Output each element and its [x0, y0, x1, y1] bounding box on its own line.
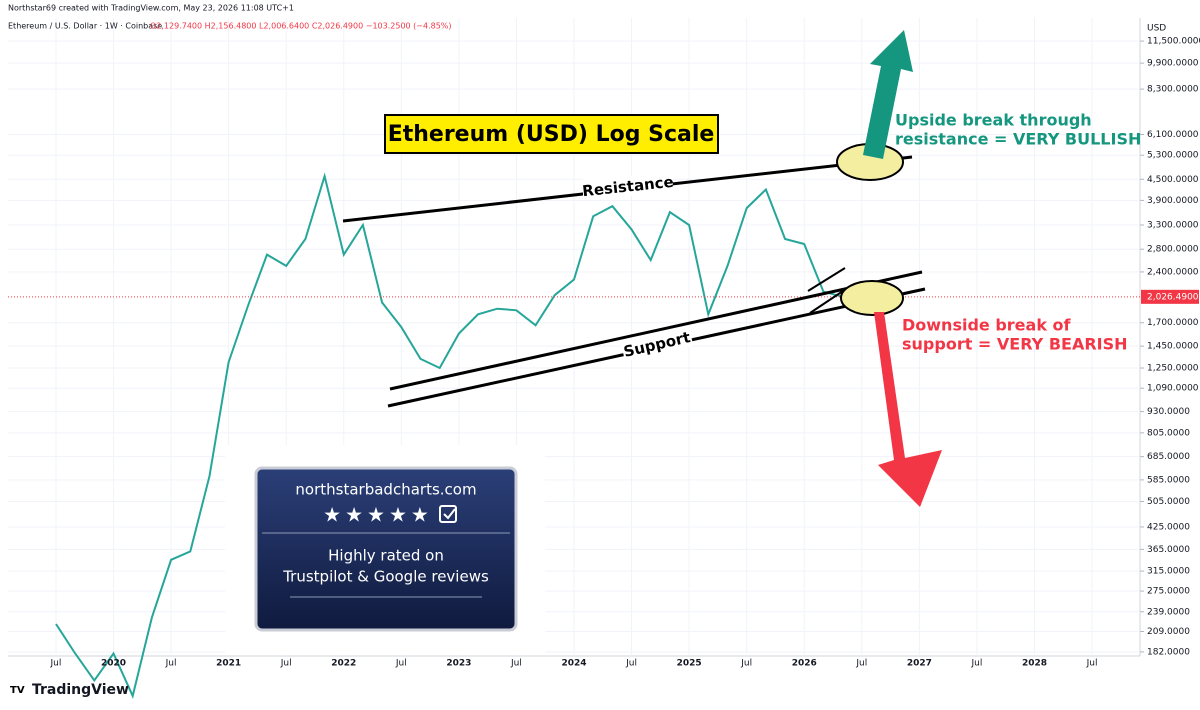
y-tick-label: 11,500.0000: [1147, 37, 1200, 47]
price-tag-label: 2,026.4900: [1147, 292, 1199, 302]
y-tick-label: 2,400.0000: [1147, 267, 1199, 277]
symbol: Ethereum / U.S. Dollar · 1W · Coinbase: [8, 22, 162, 31]
y-tick-label: 3,900.0000: [1147, 196, 1199, 206]
y-tick-label: 585.0000: [1147, 475, 1190, 485]
y-tick-label: 930.0000: [1147, 407, 1190, 417]
y-tick-label: 315.0000: [1147, 567, 1190, 577]
logo-mark: TV: [10, 685, 25, 696]
x-tick-label: Jul: [970, 659, 982, 669]
wedge-line: [807, 267, 846, 292]
y-tick-label: 1,450.0000: [1147, 342, 1199, 352]
x-tick-label: Jul: [625, 659, 637, 669]
title-box: [384, 114, 719, 154]
chart-title: Ethereum (USD) Log Scale: [388, 122, 715, 147]
x-tick-label: 2023: [446, 659, 471, 669]
x-tick-label: Jul: [165, 659, 177, 669]
up-arrow: [863, 30, 913, 159]
x-tick-label: 2026: [792, 659, 817, 669]
badge: [254, 466, 518, 632]
y-tick-label: 1,700.0000: [1147, 318, 1199, 328]
grid: [8, 18, 1140, 656]
check-icon: [439, 505, 457, 523]
label-bg: [583, 176, 673, 196]
bearish-note: support = VERY BEARISH: [902, 335, 1128, 354]
y-tick-label: 4,500.0000: [1147, 175, 1199, 185]
ohlc: O2,129.7400 H2,156.4800 L2,006.6400 C2,0…: [150, 22, 452, 31]
badge-text: Highly rated on: [328, 547, 444, 565]
footer-logo: TradingView: [32, 682, 129, 698]
x-tick-label: Jul: [280, 659, 292, 669]
x-tick-label: 2028: [1022, 659, 1047, 669]
y-tick-label: 2,800.0000: [1147, 245, 1199, 255]
x-tick-label: 2025: [677, 659, 702, 669]
y-tick-label: 239.0000: [1147, 607, 1190, 617]
y-tick-label: 8,300.0000: [1147, 85, 1199, 95]
y-tick-label: 3,300.0000: [1147, 220, 1199, 230]
y-tick-label: 365.0000: [1147, 545, 1190, 555]
x-tick-label: Jul: [395, 659, 407, 669]
bearish-note: Downside break of: [902, 316, 1072, 335]
y-tick-label: 685.0000: [1147, 452, 1190, 462]
x-tick-label: 2020: [101, 659, 126, 669]
series: [8, 172, 1140, 699]
breakdown-zone: [840, 280, 904, 316]
y-tick-label: 505.0000: [1147, 497, 1190, 507]
x-tick-label: 2024: [561, 659, 586, 669]
bullish-note: resistance = VERY BULLISH: [895, 130, 1141, 149]
y-tick-label: 1,090.0000: [1147, 384, 1199, 394]
y-tick-label: 209.0000: [1147, 627, 1190, 637]
x-tick-label: Jul: [740, 659, 752, 669]
y-tick-label: 6,100.0000: [1147, 130, 1199, 140]
x-tick-label: 2021: [216, 659, 241, 669]
label-bg: [620, 326, 694, 362]
x-tick-label: 2027: [907, 659, 932, 669]
currency: USD: [1147, 24, 1166, 34]
bullish-note: Upside break through: [895, 111, 1092, 130]
support-line: [389, 270, 923, 391]
check-icon: [443, 508, 456, 520]
x-tick-label: Jul: [50, 659, 62, 669]
x-tick-label: Jul: [855, 659, 867, 669]
y-tick-label: 805.0000: [1147, 428, 1190, 438]
price-line: [55, 172, 843, 699]
y-tick-label: 182.0000: [1147, 647, 1190, 657]
y-tick-label: 5,300.0000: [1147, 151, 1199, 161]
stars: ★★★★★: [323, 503, 433, 527]
badge-site: northstarbadcharts.com: [295, 481, 476, 499]
badge-text: Trustpilot & Google reviews: [282, 568, 489, 586]
x-tick-label: 2022: [331, 659, 356, 669]
y-tick-label: 9,900.0000: [1147, 59, 1199, 69]
credit: Northstar69 created with TradingView.com…: [8, 4, 294, 13]
x-tick-label: Jul: [510, 659, 522, 669]
x-tick-label: Jul: [1086, 659, 1098, 669]
price-tag: [1141, 289, 1199, 304]
y-tick-label: 425.0000: [1147, 522, 1190, 532]
y-tick-label: 1,250.0000: [1147, 364, 1199, 374]
y-tick-label: 275.0000: [1147, 587, 1190, 597]
down-arrow: [874, 312, 942, 507]
